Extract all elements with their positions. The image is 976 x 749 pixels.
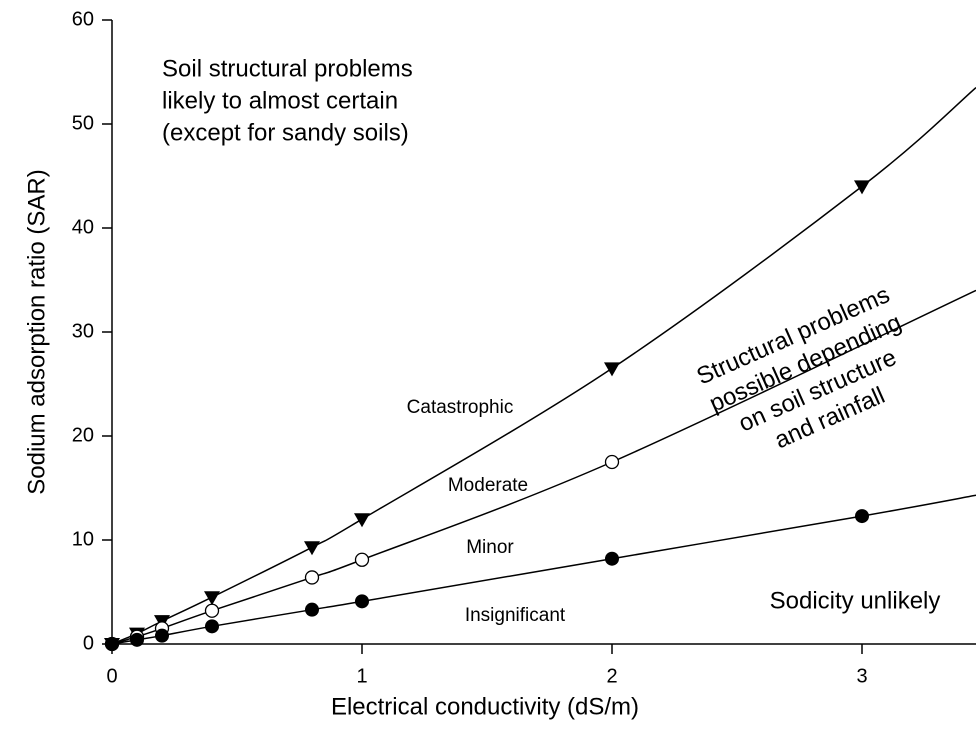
y-tick-label: 10 xyxy=(72,528,94,550)
marker xyxy=(204,603,220,618)
marker xyxy=(204,591,220,606)
marker xyxy=(105,637,119,651)
y-tick-label: 30 xyxy=(72,320,94,342)
annotation: Moderate xyxy=(448,475,528,496)
marker xyxy=(304,541,320,556)
x-tick-label: 0 xyxy=(106,665,117,687)
annotation-line: (except for sandy soils) xyxy=(162,119,409,146)
y-tick-label: 40 xyxy=(72,216,94,238)
annotation: Sodicity unlikely xyxy=(770,587,941,614)
marker xyxy=(604,454,620,470)
y-axis-label: Sodium adsorption ratio (SAR) xyxy=(23,169,50,494)
marker xyxy=(130,632,144,647)
annotation: Insignificant xyxy=(465,605,566,626)
annotation: Soil structural problems likely to almost… xyxy=(162,55,413,146)
y-tick-label: 20 xyxy=(72,424,94,446)
annotation-line: Sodicity unlikely xyxy=(770,587,941,614)
annotation-line: likely to almost certain xyxy=(162,87,398,114)
annotation: Catastrophic xyxy=(407,397,514,418)
x-tick-label: 1 xyxy=(356,665,367,687)
marker xyxy=(604,362,620,377)
annotation-line: Insignificant xyxy=(465,605,566,626)
annotation-line: Catastrophic xyxy=(407,397,514,418)
curve xyxy=(111,289,976,645)
x-axis-label: Electrical conductivity (dS/m) xyxy=(331,693,639,720)
marker xyxy=(304,570,320,585)
annotation: Minor xyxy=(466,537,514,558)
marker xyxy=(855,509,869,524)
marker xyxy=(205,619,219,634)
marker xyxy=(605,551,619,566)
marker xyxy=(854,180,870,195)
annotation-line: Minor xyxy=(466,537,514,558)
annotation-line: Soil structural problems xyxy=(162,55,413,82)
x-tick-label: 2 xyxy=(606,665,617,687)
y-tick-label: 50 xyxy=(72,112,94,134)
y-tick-label: 60 xyxy=(72,8,94,30)
annotation-line: Moderate xyxy=(448,475,528,496)
marker xyxy=(354,552,370,567)
marker xyxy=(155,628,169,643)
marker xyxy=(305,602,319,617)
marker xyxy=(354,513,370,528)
marker xyxy=(355,594,369,609)
y-tick-label: 0 xyxy=(83,632,94,654)
x-tick-label: 3 xyxy=(856,665,867,687)
